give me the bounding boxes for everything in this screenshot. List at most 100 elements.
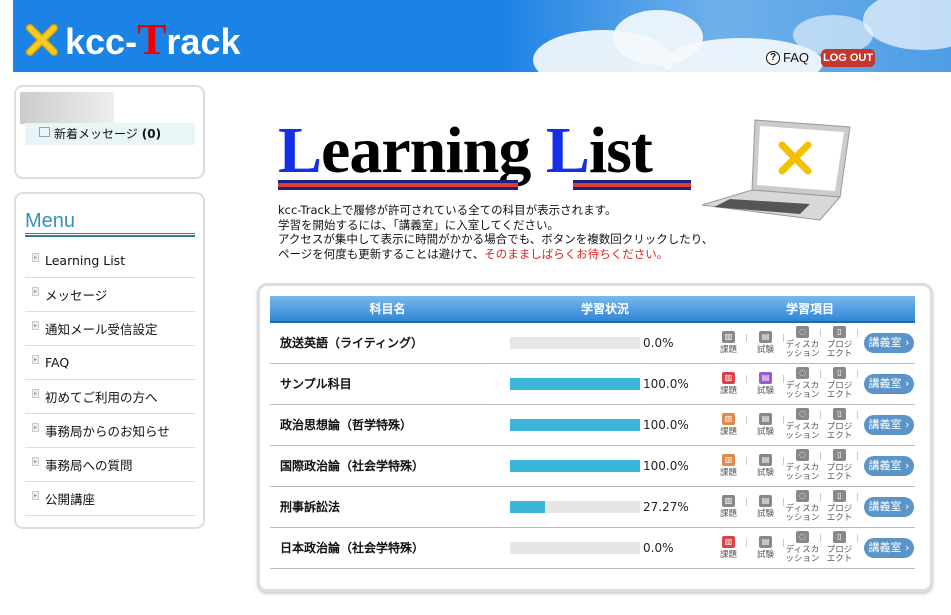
- project-link[interactable]: ▯ プロジ エクト: [821, 408, 858, 441]
- book-icon: ▥: [722, 453, 735, 466]
- new-messages-link[interactable]: 新着メッセージ (0): [25, 123, 195, 145]
- test-link[interactable]: ▤ 試験: [747, 453, 784, 478]
- progress-text: 27.27%: [643, 499, 689, 514]
- test-link[interactable]: ▤ 試験: [747, 330, 784, 355]
- project-link[interactable]: ▯ プロジ エクト: [821, 531, 858, 564]
- menu-item[interactable]: ▸ 事務局への質問: [25, 448, 195, 482]
- menu-item-label: 通知メール受信設定: [45, 322, 158, 337]
- item-label: 試験: [756, 467, 774, 478]
- progress-fill: [510, 500, 546, 513]
- progress-fill: [510, 459, 640, 472]
- item-label: ディスカ ッション: [785, 545, 820, 564]
- test-icon: ▤: [759, 371, 772, 384]
- project-link[interactable]: ▯ プロジ エクト: [821, 449, 858, 482]
- menu-item[interactable]: ▸ FAQ: [25, 346, 195, 380]
- item-label: ディスカ ッション: [785, 340, 820, 360]
- progress-fill: [510, 418, 640, 431]
- discussion-link[interactable]: ◌ ディスカ ッション: [784, 326, 821, 359]
- item-label: 課題: [719, 344, 737, 355]
- progress-text: 100.0%: [643, 376, 689, 391]
- menu-item-label: 事務局への質問: [45, 458, 133, 473]
- menu-item[interactable]: ▸ 公開講座: [25, 482, 195, 516]
- progress-text: 100.0%: [643, 458, 689, 473]
- page-title: Learning List: [278, 118, 653, 184]
- arrow-icon: ▸: [32, 389, 39, 398]
- intro-line: kcc-Track上で履修が許可されている全ての科目が表示されます。: [278, 203, 617, 217]
- test-icon: ▤: [759, 453, 772, 466]
- item-label: 課題: [719, 549, 737, 560]
- book-icon: ▥: [722, 412, 735, 425]
- enter-classroom-button[interactable]: 講義室 ›: [864, 455, 914, 476]
- menu-item[interactable]: ▸ 通知メール受信設定: [25, 312, 195, 346]
- enter-label: 講義室: [868, 417, 902, 431]
- menu-divider: [25, 233, 195, 237]
- item-label: プロジ エクト: [826, 463, 853, 482]
- item-label: プロジ エクト: [826, 545, 853, 564]
- assignment-link[interactable]: ▥ 課題: [710, 330, 747, 355]
- menu-item[interactable]: ▸ 初めてご利用の方へ: [25, 380, 195, 414]
- item-label: プロジ エクト: [826, 422, 853, 441]
- course-table: 科目名 学習状況 学習項目 放送英語（ライティング） 0.0% ▥ 課題 ▤ 試験 …: [270, 296, 915, 569]
- project-icon: ▯: [833, 367, 846, 379]
- speech-bubble-icon: ◌: [796, 490, 809, 502]
- menu-item[interactable]: ▸ Learning List: [25, 244, 195, 278]
- enter-classroom-button[interactable]: 講義室 ›: [864, 373, 914, 394]
- test-link[interactable]: ▤ 試験: [747, 535, 784, 560]
- discussion-link[interactable]: ◌ ディスカ ッション: [784, 367, 821, 400]
- assignment-link[interactable]: ▥ 課題: [710, 412, 747, 437]
- table-row: 政治思想論（哲学特殊） 100.0% ▥ 課題 ▤ 試験 ◌ ディスカ ッション ▯ プ…: [270, 404, 915, 446]
- speech-bubble-icon: ◌: [796, 326, 809, 339]
- enter-classroom-button[interactable]: 講義室 ›: [864, 332, 914, 353]
- progress-bar: [510, 500, 640, 513]
- logo-text: kcc-: [65, 21, 138, 62]
- speech-bubble-icon: ◌: [796, 367, 809, 379]
- item-label: 試験: [756, 344, 774, 355]
- table-row: 放送英語（ライティング） 0.0% ▥ 課題 ▤ 試験 ◌ ディスカ ッション ▯ プロ…: [270, 322, 915, 364]
- menu-item-label: 公開講座: [45, 492, 96, 507]
- assignment-link[interactable]: ▥ 課題: [710, 494, 747, 519]
- course-name: 刑事訴訟法: [270, 486, 505, 528]
- discussion-link[interactable]: ◌ ディスカ ッション: [784, 408, 821, 441]
- course-name: 日本政治論（社会学特殊）: [270, 527, 505, 569]
- project-link[interactable]: ▯ プロジ エクト: [821, 367, 858, 400]
- menu-title: Menu: [25, 210, 76, 232]
- title-underline: [573, 180, 691, 190]
- test-icon: ▤: [759, 330, 772, 343]
- progress-text: 0.0%: [643, 335, 674, 350]
- header-items: 学習項目: [705, 296, 915, 323]
- user-name-blurred: [20, 92, 114, 124]
- project-icon: ▯: [833, 490, 846, 502]
- test-icon: ▤: [759, 412, 772, 425]
- project-icon: ▯: [833, 408, 846, 420]
- discussion-link[interactable]: ◌ ディスカ ッション: [784, 449, 821, 482]
- intro-line: ページを何度も更新することは避けて、: [278, 246, 485, 261]
- new-messages-count: (0): [141, 127, 162, 141]
- logout-button[interactable]: LOG OUT: [821, 49, 875, 67]
- assignment-link[interactable]: ▥ 課題: [710, 535, 747, 560]
- test-link[interactable]: ▤ 試験: [747, 412, 784, 437]
- test-link[interactable]: ▤ 試験: [747, 371, 784, 396]
- enter-classroom-button[interactable]: 講義室 ›: [864, 496, 914, 517]
- item-label: 試験: [756, 385, 774, 396]
- enter-classroom-button[interactable]: 講義室 ›: [864, 414, 914, 435]
- test-icon: ▤: [759, 494, 772, 507]
- discussion-link[interactable]: ◌ ディスカ ッション: [784, 490, 821, 523]
- faq-link[interactable]: ? FAQ: [766, 50, 809, 65]
- book-icon: ▥: [722, 330, 735, 343]
- assignment-link[interactable]: ▥ 課題: [710, 371, 747, 396]
- enter-classroom-button[interactable]: 講義室 ›: [864, 537, 914, 558]
- project-link[interactable]: ▯ プロジ エクト: [821, 326, 858, 359]
- item-label: プロジ エクト: [826, 381, 853, 400]
- menu-item[interactable]: ▸ メッセージ: [25, 278, 195, 312]
- menu-item[interactable]: ▸ 事務局からのお知らせ: [25, 414, 195, 448]
- discussion-link[interactable]: ◌ ディスカ ッション: [784, 531, 821, 564]
- logo[interactable]: kcc-Track: [25, 14, 241, 65]
- enter-label: 講義室: [868, 376, 902, 390]
- assignment-link[interactable]: ▥ 課題: [710, 453, 747, 478]
- project-link[interactable]: ▯ プロジ エクト: [821, 490, 858, 523]
- item-label: 課題: [719, 385, 737, 396]
- progress-bar: [510, 459, 640, 472]
- menu-box: Menu ▸ Learning List ▸ メッセージ ▸ 通知メール受信設定 ▸ FAQ ▸…: [14, 192, 205, 529]
- test-link[interactable]: ▤ 試験: [747, 494, 784, 519]
- item-label: 試験: [756, 426, 774, 437]
